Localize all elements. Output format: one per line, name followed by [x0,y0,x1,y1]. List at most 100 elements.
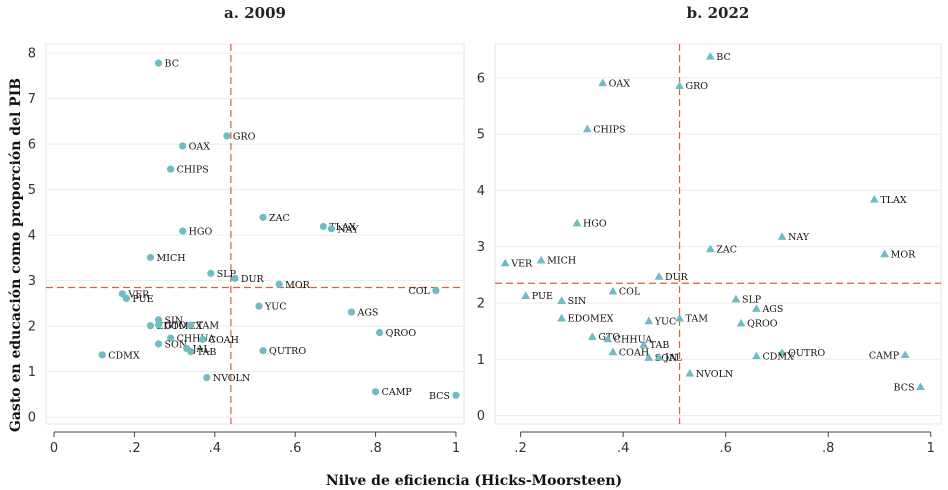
data-point-sin [154,316,163,324]
data-point-jal [654,352,664,361]
data-point-edomex [146,322,155,330]
point-label: TLAX [329,222,356,233]
y-tick-label: 3 [477,240,485,255]
data-point-tab [639,340,649,348]
data-point-gro [223,132,231,140]
data-point-coah [608,347,618,356]
point-label: AGS [761,304,783,315]
data-point-bc [154,59,163,67]
x-tick-label: .8 [822,441,834,456]
point-label: NAY [337,224,359,235]
data-point-mich [536,255,546,264]
point-label: EDOMEX [157,321,203,332]
data-point-chips [166,165,175,173]
point-label: AGS [356,308,378,319]
point-label: TAB [650,340,670,351]
point-label: CHIPS [177,165,209,176]
y-tick-label: 2 [28,320,36,335]
data-point-slp [731,294,741,303]
y-tick-label: 1 [477,353,485,368]
point-label: DUR [241,274,265,285]
y-tick-label: 3 [28,274,36,289]
data-point-tlax [869,194,879,203]
y-tick-label: 5 [477,128,485,143]
data-point-zac [705,244,715,253]
data-point-zac [259,213,267,221]
point-label: CDMX [762,351,794,362]
y-tick-label: 0 [28,411,36,426]
data-point-dur [654,272,664,280]
point-label: JAL [664,353,683,364]
y-tick-label: 5 [28,183,36,198]
panel-b: b. 2022 0 1 2 3 4 5 6 .2 .4 .6 .8 1 BC OAX GRO CHIPS TLAX… [477,4,942,456]
x-tick-label: .2 [128,441,140,456]
point-label: PUE [532,291,553,302]
point-label: COAH [619,347,649,358]
y-tick-label: 6 [477,71,485,86]
point-label: YUC [264,302,287,313]
data-point-ags [752,304,761,312]
y-tick-label: 6 [28,138,36,153]
data-point-nvoln [203,373,211,382]
data-point-qutro [259,347,267,355]
point-label: GRO [233,131,256,142]
data-point-tam [187,321,195,329]
data-point-coah [199,335,207,343]
data-point-gto [588,332,597,341]
point-label: VER [127,289,150,300]
point-label: MICH [547,256,576,267]
data-point-yuc [644,316,654,325]
data-point-hgo [572,218,582,227]
point-label: QROO [386,328,417,339]
plot-area [45,43,465,425]
point-label: GRO [686,81,709,92]
point-label: CHHUA [177,333,216,344]
point-label: SIN [165,315,184,326]
data-point-hgo [179,227,187,235]
data-point-sin [557,296,567,305]
point-label: HGO [189,227,213,238]
x-tick-label: .8 [369,441,381,456]
x-tick-label: 0 [50,441,58,456]
point-label: OAX [189,141,211,152]
point-label: TAM [197,321,220,332]
data-point-nay [327,225,335,233]
point-label: QUTRO [269,346,306,357]
point-label: BCS [429,391,450,402]
data-point-ags [347,308,356,316]
point-label: COAH [209,335,239,346]
point-label: NAY [788,232,810,243]
data-point-mor [275,280,283,288]
data-point-nvoln [685,368,695,377]
point-label: SON [655,353,678,364]
point-label: BCS [894,382,915,393]
data-point-tam [675,313,684,322]
point-label: PUE [132,294,153,305]
data-point-yuc [255,302,263,310]
point-label: MOR [285,280,311,291]
data-point-tlax [319,222,327,231]
point-label: BC [716,52,730,63]
point-label: QROO [747,319,778,330]
point-label: YUC [654,316,677,327]
x-tick-label: .4 [617,441,629,456]
point-label: SLP [217,269,237,280]
point-label: VER [510,258,533,269]
point-label: TAM [686,314,709,325]
data-point-slp [207,269,215,277]
point-label: SIN [568,296,587,307]
data-point-gto [154,321,163,329]
point-label: TAB [197,347,217,358]
x-tick-label: .6 [289,441,301,456]
point-label: EDOMEX [568,314,614,325]
data-point-oax [179,142,187,150]
data-point-col [432,287,440,295]
point-label: HGO [583,219,607,230]
data-point-qroo [375,328,384,337]
x-axis-title: Nilve de eficiencia (Hicks-Moorsteen) [326,473,622,489]
data-point-mor [880,249,890,258]
y-tick-label: 7 [28,92,36,107]
data-point-chhua [166,334,175,342]
point-label: OAX [609,78,631,89]
